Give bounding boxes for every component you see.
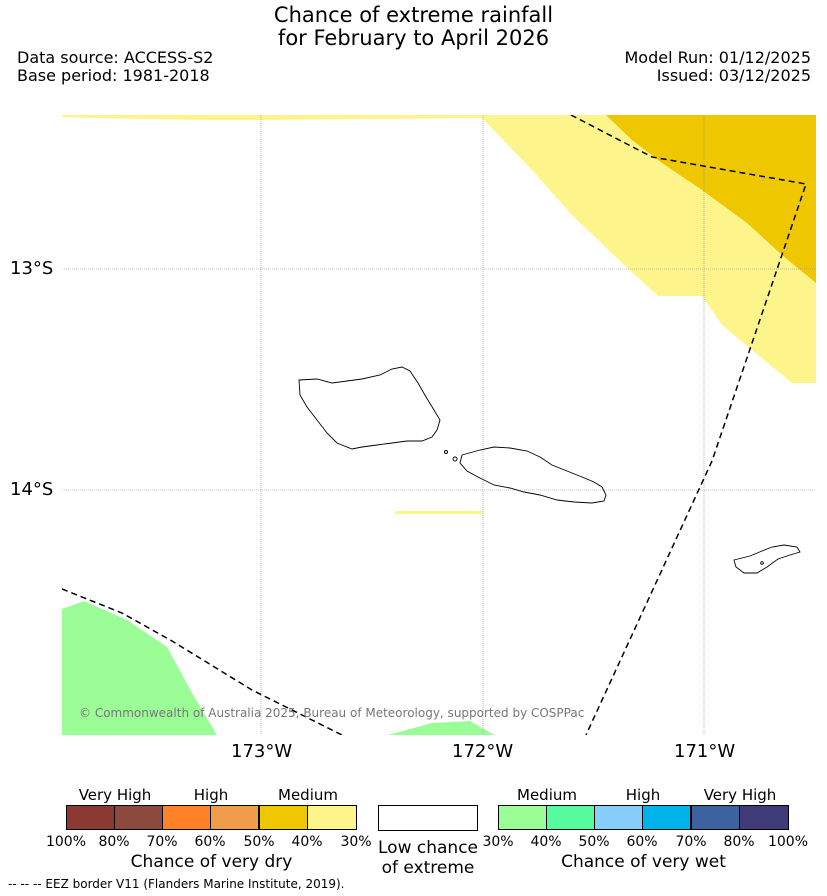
wet-swatch-80-100 xyxy=(739,805,789,830)
dry-swatch-60-50 xyxy=(210,805,259,830)
dry-top-strip xyxy=(62,115,482,120)
wet-tick-40: 40% xyxy=(530,834,562,850)
dry-small-sliver xyxy=(395,511,483,514)
map-panel xyxy=(62,115,816,735)
wet-tick-80: 80% xyxy=(723,834,755,850)
wet-medium-zone-2 xyxy=(388,721,494,735)
map-title-line2: for February to April 2026 xyxy=(277,26,550,50)
base-period: Base period: 1981-2018 xyxy=(17,66,210,85)
wet-swatch-50-60 xyxy=(594,805,643,830)
apolima-islet xyxy=(444,450,448,454)
dry-header-high: High xyxy=(193,786,229,804)
wet-colorbar xyxy=(498,805,789,831)
neutral-swatch xyxy=(378,805,478,831)
gridlines xyxy=(62,115,816,735)
copyright-notice: © Commonwealth of Australia 2025, Bureau… xyxy=(79,706,585,720)
dry-tick-30: 30% xyxy=(340,834,372,850)
issued-date: Issued: 03/12/2025 xyxy=(656,66,811,85)
dry-swatch-100-80 xyxy=(66,805,115,830)
wet-swatch-40-50 xyxy=(546,805,595,830)
wet-tick-70: 70% xyxy=(675,834,707,850)
lat-label-13s: 13°S xyxy=(10,258,54,279)
lon-label-172w: 172°W xyxy=(452,741,514,762)
dry-header-medium: Medium xyxy=(278,786,338,804)
wet-legend-title: Chance of very wet xyxy=(561,852,726,872)
dry-swatch-70-60 xyxy=(162,805,211,830)
wet-swatch-60-70 xyxy=(642,805,691,830)
data-source: Data source: ACCESS-S2 xyxy=(17,48,214,67)
dry-tick-80: 80% xyxy=(98,834,130,850)
manono-islet xyxy=(452,456,458,462)
eez-border xyxy=(62,115,807,735)
wet-medium-zone xyxy=(62,601,217,735)
dry-medium-dark-zone xyxy=(606,115,816,283)
wet-swatch-30-40 xyxy=(498,805,547,830)
dry-colorbar xyxy=(66,805,357,831)
upolu-island xyxy=(459,446,607,504)
wet-swatch-70-80 xyxy=(691,805,740,830)
tutuila-island xyxy=(733,544,801,574)
aunuu-islet xyxy=(760,561,764,565)
wet-header-high: High xyxy=(625,786,661,804)
eez-footnote: -- -- -- EEZ border V11 (Flanders Marine… xyxy=(8,877,345,891)
dry-tick-70: 70% xyxy=(146,834,178,850)
dry-tick-50: 50% xyxy=(243,834,275,850)
wet-header-medium: Medium xyxy=(517,786,577,804)
dry-legend-title: Chance of very dry xyxy=(130,852,293,872)
lon-label-171w: 171°W xyxy=(674,741,736,762)
dry-header-very-high: Very High xyxy=(78,786,152,804)
dry-swatch-50-40 xyxy=(259,805,308,830)
wet-tick-60: 60% xyxy=(626,834,658,850)
wet-tick-50: 50% xyxy=(578,834,610,850)
wet-tick-100: 100% xyxy=(767,834,809,850)
neutral-label-line1: Low chance xyxy=(378,838,478,858)
map-title-line1: Chance of extreme rainfall xyxy=(273,3,554,27)
neutral-label-line2: of extreme xyxy=(381,858,475,878)
dry-tick-40: 40% xyxy=(291,834,323,850)
dry-swatch-40-30 xyxy=(307,805,357,830)
map-svg xyxy=(62,115,816,735)
dry-tick-60: 60% xyxy=(194,834,226,850)
lon-label-173w: 173°W xyxy=(231,741,293,762)
dry-swatch-80-70 xyxy=(114,805,163,830)
dry-tick-100: 100% xyxy=(45,834,87,850)
wet-tick-30: 30% xyxy=(482,834,514,850)
savaii-island xyxy=(298,366,441,450)
wet-header-very-high: Very High xyxy=(703,786,777,804)
model-run: Model Run: 01/12/2025 xyxy=(624,48,812,67)
lat-label-14s: 14°S xyxy=(10,479,54,500)
